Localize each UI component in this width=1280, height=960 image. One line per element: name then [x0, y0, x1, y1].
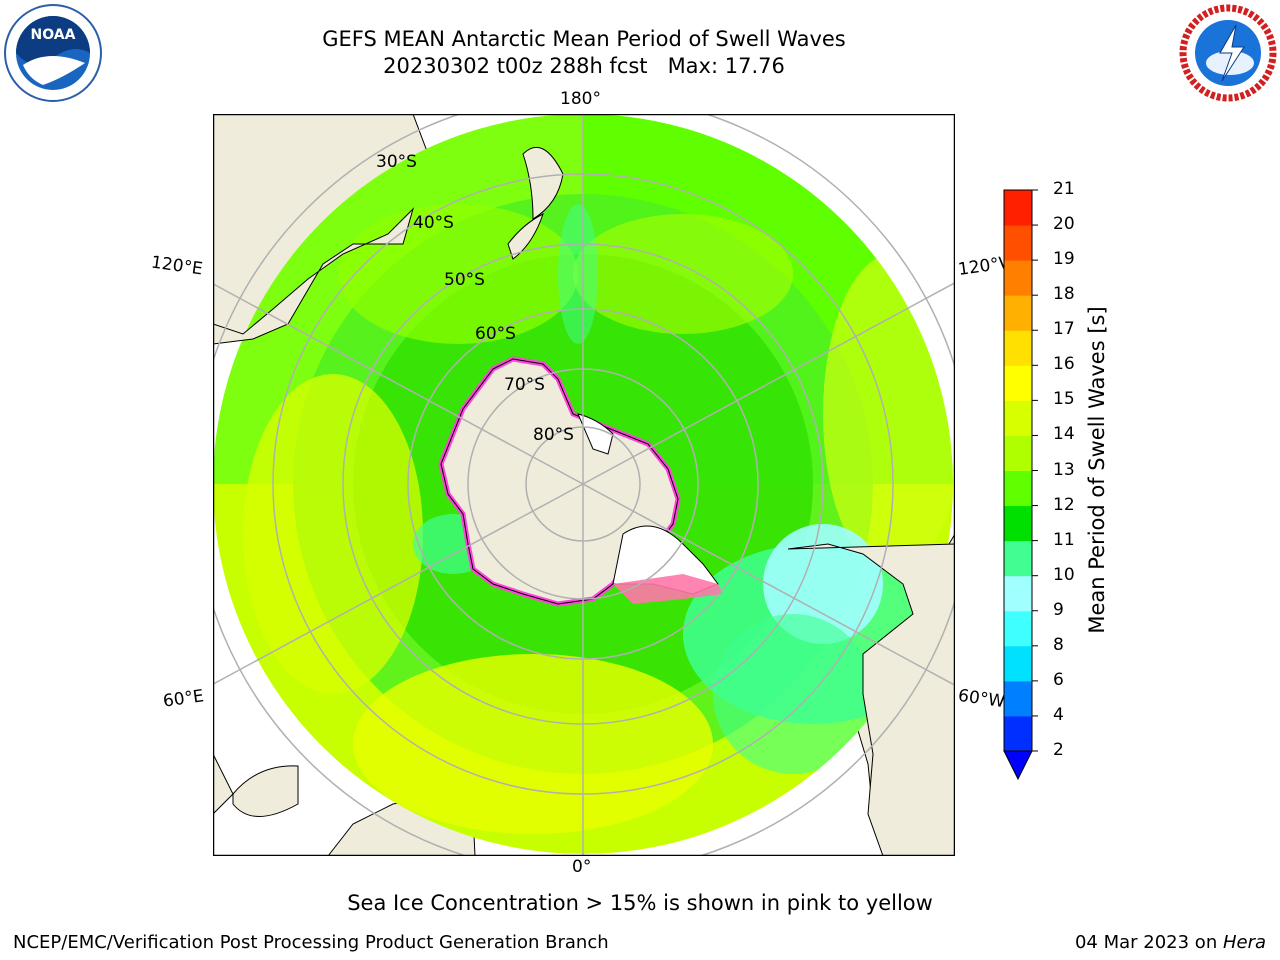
colorbar-tick-label: 20: [1053, 214, 1075, 235]
date-text: 04 Mar 2023 on Hera: [1075, 932, 1266, 953]
colorbar-segment: [1004, 190, 1032, 226]
date-label: 04 Mar 2023 on: [1074, 932, 1223, 953]
sea-ice-note: Sea Ice Concentration > 15% is shown in …: [347, 891, 933, 915]
colorbar-segment: [1004, 645, 1032, 682]
land-inside-disc: [213, 146, 955, 856]
colorbar-segment: [1004, 680, 1032, 717]
colorbar-tick-label: 4: [1053, 704, 1064, 725]
colorbar-extend-triangle: [1003, 750, 1033, 781]
colorbar-tick-label: 21: [1053, 179, 1075, 199]
colorbar-segment: [1004, 470, 1032, 507]
lat-label-60s: 60°S: [475, 324, 516, 344]
nws-emblem-icon: [1179, 4, 1277, 102]
colorbar-tick-label: 13: [1053, 459, 1075, 480]
antarctica: [438, 356, 723, 607]
colorbar-tick-label: 10: [1053, 564, 1075, 585]
colorbar-tick-label: 6: [1053, 669, 1064, 690]
lat-label-70s: 70°S: [504, 375, 545, 395]
colorbar-segment: [1004, 365, 1032, 401]
colorbar-tick-label: 8: [1053, 634, 1064, 655]
colorbar-tick-label: 15: [1053, 389, 1075, 410]
colorbar-segment: [1004, 260, 1032, 296]
colorbar-segment: [1004, 715, 1032, 752]
colorbar-segment: [1004, 330, 1032, 366]
colorbar-tick-label: 12: [1053, 494, 1075, 515]
colorbar-segment: [1004, 225, 1032, 261]
colorbar-tick-label: 2: [1053, 740, 1064, 760]
colorbar-segment: [1004, 540, 1032, 577]
colorbar-tick-label: 9: [1053, 599, 1064, 620]
colorbar-tick-label: 19: [1053, 249, 1075, 270]
colorbar-label: Mean Period of Swell Waves [s]: [1085, 306, 1109, 634]
svg-text:NOAA: NOAA: [31, 27, 76, 43]
lon-label-0: 0°: [572, 857, 592, 877]
credit-text: NCEP/EMC/Verification Post Processing Pr…: [13, 932, 609, 953]
chart-title-line2: 20230302 t00z 288h fcst Max: 17.76: [383, 54, 785, 78]
noaa-emblem-icon: NOAA: [4, 4, 102, 102]
colorbar-tick-label: 16: [1053, 354, 1075, 375]
colorbar-segment: [1004, 505, 1032, 542]
chart-title-line1: GEFS MEAN Antarctic Mean Period of Swell…: [322, 27, 846, 51]
map-frame: [212, 113, 956, 857]
noaa-logo: NOAA: [3, 3, 103, 103]
colorbar-tick-label: 17: [1053, 319, 1075, 340]
colorbar-tick-label: 14: [1053, 424, 1075, 445]
graticule: [213, 114, 955, 856]
nws-logo: [1178, 3, 1278, 103]
colorbar-tick-label: 18: [1053, 284, 1075, 305]
colorbar: [1000, 185, 1040, 785]
colorbar-segment: [1004, 575, 1032, 612]
map-border: [212, 113, 956, 857]
colorbar-segment: [1004, 435, 1032, 471]
colorbar-segment: [1004, 610, 1032, 647]
polar-map: [212, 113, 956, 857]
lat-label-40s: 40°S: [413, 213, 454, 233]
colorbar-segment: [1004, 400, 1032, 436]
colorbar-segment: [1004, 295, 1032, 331]
lat-label-80s: 80°S: [533, 425, 574, 445]
colorbar-tick-label: 11: [1053, 529, 1075, 550]
lon-label-60e: 60°E: [161, 686, 206, 712]
lon-label-180: 180°: [560, 89, 601, 109]
lon-label-60w: 60°W: [956, 685, 1007, 713]
lat-label-30s: 30°S: [376, 152, 417, 172]
colorbar-scale: [1003, 189, 1038, 781]
machine-name: Hera: [1222, 932, 1266, 953]
lat-label-50s: 50°S: [444, 270, 485, 290]
lon-label-120e: 120°E: [149, 252, 204, 280]
